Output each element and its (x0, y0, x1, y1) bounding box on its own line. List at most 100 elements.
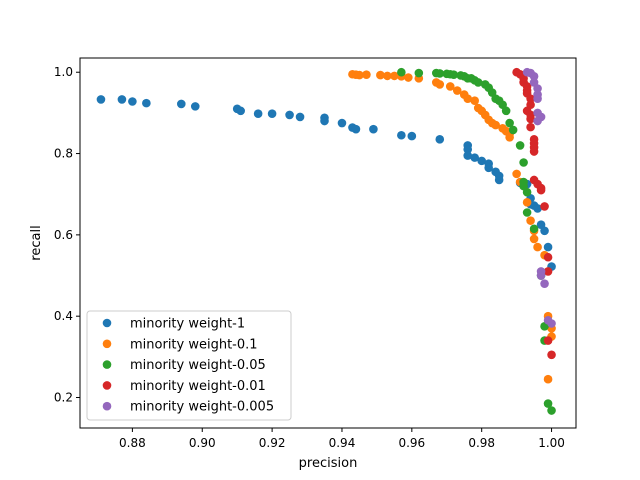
plot-frame (79, 57, 577, 429)
data-point (477, 156, 486, 166)
data-point (337, 118, 347, 128)
data-point (253, 109, 263, 118)
legend-item: minority weight-0.1 (102, 337, 258, 352)
data-point (445, 82, 455, 91)
x-tick-label: 0.96 (398, 436, 425, 450)
data-point (407, 131, 417, 141)
data-point (435, 80, 445, 89)
data-point (142, 98, 151, 108)
legend-marker (102, 381, 112, 390)
data-point (414, 68, 424, 78)
data-point (463, 151, 473, 160)
x-tick-label: 0.92 (259, 436, 286, 450)
data-point (543, 336, 553, 345)
data-point (351, 124, 361, 134)
data-point (449, 70, 459, 79)
data-point (533, 242, 542, 252)
data-point (404, 73, 413, 82)
data-point (522, 198, 532, 207)
data-point (505, 132, 514, 142)
data-point (463, 94, 473, 103)
legend-item: minority weight-0.05 (102, 358, 266, 373)
data-point (190, 102, 200, 111)
data-point (397, 67, 406, 77)
data-point (494, 175, 504, 185)
data-point (285, 110, 294, 120)
x-axis-ticks: 0.88 0.90 0.92 0.94 0.96 0.98 1.00 (119, 428, 565, 450)
data-point (536, 185, 546, 195)
legend-label: minority weight-0.1 (130, 337, 258, 352)
data-point (491, 120, 500, 130)
data-points (96, 67, 556, 415)
data-point (512, 169, 521, 179)
data-point (435, 135, 445, 144)
data-point (522, 187, 532, 197)
legend: minority weight-1 minority weight-0.1 mino… (86, 310, 292, 421)
legend-label: minority weight-1 (130, 317, 245, 332)
legend-marker (102, 339, 112, 349)
data-point (96, 95, 106, 104)
legend-item: minority weight-1 (102, 317, 245, 332)
data-point (526, 94, 535, 103)
x-axis-label: precision (299, 456, 358, 471)
y-axis-ticks: 0.2 0.4 0.6 0.8 1.0 (54, 65, 80, 405)
data-point (547, 350, 556, 360)
legend-marker (102, 360, 112, 369)
data-point (484, 163, 493, 173)
y-tick-label: 0.6 (54, 228, 73, 242)
data-point (543, 399, 553, 408)
legend-box (86, 310, 292, 421)
data-point (362, 70, 371, 79)
x-tick-label: 0.90 (189, 436, 216, 450)
data-point (529, 234, 539, 244)
x-tick-label: 0.98 (468, 436, 495, 450)
data-point (390, 71, 399, 81)
data-point (128, 97, 137, 106)
data-point (295, 112, 305, 122)
data-point (547, 319, 556, 328)
data-point (529, 147, 539, 156)
data-point (533, 94, 542, 103)
data-point (470, 153, 480, 162)
data-point (515, 141, 525, 150)
y-tick-label: 0.4 (54, 309, 73, 323)
legend-marker (102, 401, 112, 411)
y-tick-label: 0.2 (54, 391, 73, 405)
data-point (505, 118, 514, 128)
data-point (540, 226, 549, 236)
data-point (376, 70, 385, 80)
data-point (397, 130, 406, 140)
data-point (463, 145, 473, 154)
legend-label: minority weight-0.005 (130, 400, 274, 415)
data-point (383, 71, 392, 81)
data-point (267, 109, 277, 118)
data-point (117, 95, 127, 104)
data-point (533, 116, 542, 126)
series-4-points (522, 67, 556, 328)
y-tick-label: 1.0 (54, 65, 73, 79)
legend-label: minority weight-0.01 (130, 379, 266, 394)
data-point (369, 124, 378, 134)
data-point (536, 271, 546, 280)
data-point (435, 69, 445, 78)
data-point (508, 125, 518, 135)
data-point (543, 242, 553, 252)
data-point (543, 374, 553, 384)
data-point (452, 86, 462, 95)
data-point (355, 70, 364, 80)
data-point (177, 99, 186, 109)
data-point (470, 96, 480, 105)
data-point (473, 78, 483, 87)
series-3-points (512, 67, 556, 360)
data-point (526, 114, 535, 124)
y-axis-label: recall (29, 225, 44, 260)
legend-label: minority weight-0.05 (130, 358, 266, 373)
data-point (519, 158, 528, 167)
legend-item: minority weight-0.01 (102, 379, 266, 394)
legend-item: minority weight-0.005 (102, 400, 274, 415)
data-point (543, 267, 553, 276)
data-point (236, 106, 245, 116)
data-point (533, 204, 542, 213)
data-point (522, 208, 532, 217)
data-point (540, 202, 549, 211)
